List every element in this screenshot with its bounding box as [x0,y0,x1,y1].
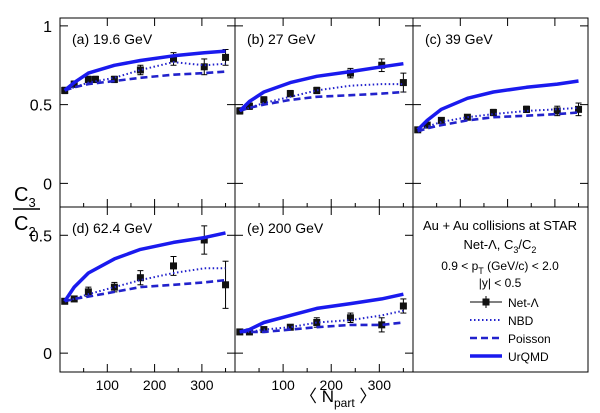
y-tick-label: 0 [43,176,52,193]
panel-1: 0 0.5 1 (a) 19.6 GeV [30,17,236,208]
data-point [200,236,208,244]
x-tick-label: 200 [143,377,167,393]
data-point [286,90,294,98]
data-point [399,79,407,87]
data-point [245,102,253,110]
panel-frame [412,17,589,208]
series-poisson-line [417,111,579,133]
legend-label: UrQMD [508,350,549,364]
data-point [84,75,92,83]
data-point [70,295,78,303]
panel-frame [234,206,414,373]
panel-2: (b) 27 GeV [234,17,414,208]
data-point [286,323,294,331]
data-point [110,283,118,291]
series-poisson-line [64,70,226,92]
info-panel: Au + Au collisions at STAR Net-Λ, C3/C2 … [412,206,589,373]
legend-marker [482,298,490,306]
data-point [346,314,354,322]
data-point [378,321,386,329]
data-point [136,66,144,74]
data-point [84,288,92,296]
data-point [170,262,178,270]
panels: 0 0.5 1 (a) 19.6 GeV (b) 27 GeV (c) 39 GeV 0 0.… [30,17,589,393]
data-point [110,75,118,83]
data-point [245,328,253,336]
data-point [200,63,208,71]
series-poisson-line [64,278,226,303]
series-urqmd-line [238,61,404,113]
series-urqmd-line [239,292,404,334]
data-point [91,75,99,83]
ylabel-numerator: C3 [14,184,36,210]
panel-4: 0 0.5 100 200 300 (d) 62.4 GeV [30,206,236,393]
series-net-lambda [236,298,407,336]
legend-label: Poisson [508,332,551,346]
x-tick-label: 300 [368,377,392,393]
series-urqmd-line [63,231,226,303]
info-line-collision: Au + Au collisions at STAR [423,218,577,233]
data-point [136,274,144,282]
data-point [222,53,230,61]
y-tick-label: 1 [43,19,52,36]
legend-label: NBD [508,314,534,328]
data-point [437,116,445,124]
info-line-pt-range: 0.9 < pT (GeV/c) < 2.0 [441,259,559,276]
panel-title: (a) 19.6 GeV [72,31,153,47]
legend: Net-Λ NBD Poisson UrQMD [470,296,551,364]
panel-3: (c) 39 GeV [412,17,589,208]
x-tick-label: 200 [320,377,344,393]
series-net-lambda [61,49,230,95]
series-poisson-line [239,321,404,334]
data-point [170,55,178,63]
panel-5: 100 200 300 (e) 200 GeV [234,206,414,393]
legend-label: Net-Λ [508,296,539,310]
y-tick-label: 0 [43,346,52,363]
data-point [523,105,531,113]
x-tick-label: 100 [271,377,295,393]
x-axis-label: 〈 Npart 〉 [300,387,376,410]
series-urqmd-line [63,49,226,92]
panel-title: (c) 39 GeV [425,31,493,47]
panel-title: (b) 27 GeV [247,31,316,47]
ylabel-denominator: C2 [14,213,36,239]
panel-title: (e) 200 GeV [247,220,324,236]
series-urqmd-line [416,79,579,132]
data-point [313,319,321,326]
x-tick-label: 100 [96,377,120,393]
data-point [575,105,583,113]
data-point [553,107,561,115]
y-tick-label: 0.5 [30,98,52,115]
panel-title: (d) 62.4 GeV [72,220,153,236]
data-point [463,113,471,121]
series-poisson-line [239,90,404,113]
data-point [423,121,431,129]
data-point [313,86,321,94]
y-tick-label: 0.5 [30,228,52,245]
data-point [489,109,497,116]
x-tick-label: 300 [190,377,214,393]
data-point [260,96,268,104]
data-point [399,302,407,310]
data-point [222,281,230,289]
info-line-rapidity: |y| < 0.5 [479,276,522,290]
y-axis-label: C3 C2 [13,184,40,239]
series-nbd-line [417,106,579,133]
info-line-observable: Net-Λ, C3/C2 [464,237,537,255]
